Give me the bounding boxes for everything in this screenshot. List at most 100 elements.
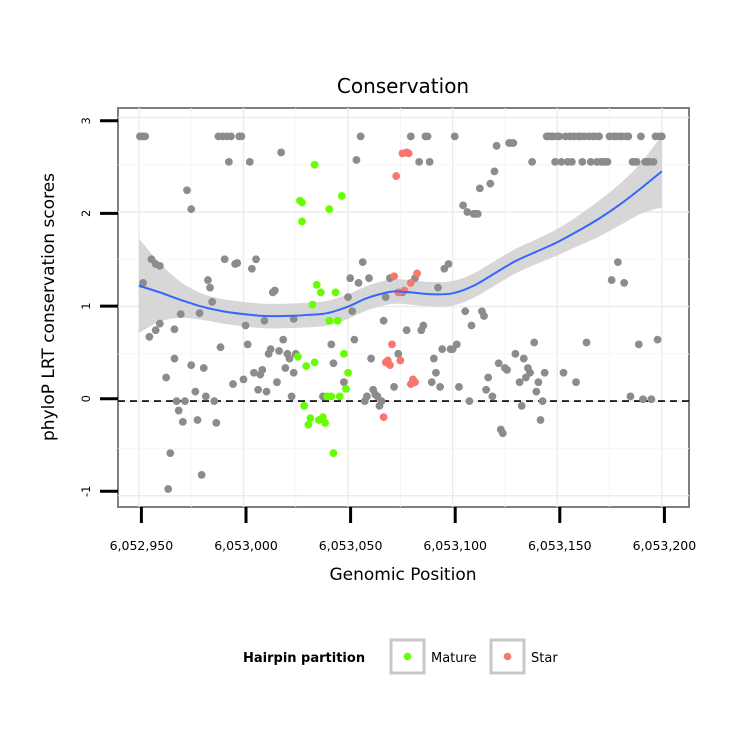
point-other	[624, 132, 633, 141]
x-tick-label: 6,053,150	[528, 538, 592, 553]
point-other	[362, 392, 371, 401]
point-other	[647, 395, 656, 404]
point-star	[400, 286, 409, 295]
y-axis-title: phyloP LRT conservation scores	[39, 173, 59, 441]
point-other	[155, 261, 164, 270]
x-tick-label: 6,053,000	[214, 538, 278, 553]
point-other	[528, 157, 537, 166]
point-other	[275, 347, 283, 355]
point-other	[482, 385, 491, 394]
point-other	[145, 332, 154, 341]
point-other	[181, 397, 189, 406]
point-other	[486, 179, 495, 188]
point-other	[390, 383, 398, 391]
point-other	[204, 276, 212, 284]
point-mature	[308, 300, 317, 309]
point-other	[567, 157, 576, 166]
point-other	[348, 307, 357, 316]
point-other	[632, 157, 641, 166]
point-other	[649, 157, 658, 166]
point-other	[199, 364, 208, 372]
legend-label-star: Star	[531, 651, 558, 666]
y-tick-label: 3	[79, 117, 93, 124]
point-other	[241, 321, 250, 330]
point-mature	[312, 280, 321, 289]
point-other	[538, 397, 547, 406]
point-other	[233, 259, 242, 267]
point-other	[262, 387, 271, 396]
point-other	[492, 141, 501, 150]
point-other	[452, 340, 461, 349]
point-other	[488, 392, 497, 401]
point-mature	[344, 368, 352, 377]
point-other	[526, 368, 534, 377]
point-other	[174, 406, 183, 415]
point-mature	[329, 449, 338, 458]
point-other	[247, 264, 256, 273]
point-other	[195, 309, 204, 318]
x-axis-title: Genomic Position	[329, 565, 476, 585]
point-other	[151, 326, 160, 335]
point-mature	[321, 418, 329, 427]
y-tick-label: 0	[79, 395, 93, 402]
point-other	[636, 132, 645, 141]
y-tick-label: 1	[79, 302, 93, 309]
point-other	[183, 186, 191, 195]
point-other	[220, 255, 229, 264]
point-mature	[300, 401, 309, 410]
point-other	[511, 349, 520, 358]
point-other	[258, 366, 267, 374]
point-other	[176, 310, 185, 319]
point-other	[582, 338, 591, 347]
point-other	[365, 274, 373, 283]
point-other	[519, 354, 528, 363]
point-other	[266, 345, 275, 354]
point-other	[613, 258, 622, 267]
point-other	[279, 335, 288, 344]
point-other	[461, 307, 470, 316]
point-other	[536, 416, 545, 424]
point-other	[270, 286, 279, 295]
point-other	[245, 157, 254, 166]
point-other	[155, 319, 164, 328]
legend-marker-star	[503, 652, 512, 661]
point-other	[277, 148, 286, 157]
point-other	[626, 392, 635, 401]
point-other	[586, 157, 595, 166]
point-other	[141, 132, 150, 141]
y-tick-label: 2	[79, 210, 93, 217]
point-other	[164, 485, 173, 493]
point-other	[455, 383, 463, 391]
y-tick-label: -1	[79, 486, 93, 497]
point-other	[484, 373, 493, 382]
point-other	[273, 378, 281, 387]
point-mature	[298, 198, 306, 207]
point-other	[509, 139, 518, 147]
point-mature	[331, 288, 340, 297]
point-other	[436, 383, 445, 391]
point-other	[639, 395, 647, 404]
x-tick-label: 6,053,100	[423, 538, 487, 553]
point-other	[415, 157, 424, 166]
point-other	[227, 132, 235, 141]
point-other	[287, 392, 296, 401]
point-star	[388, 340, 396, 349]
point-star	[386, 361, 394, 370]
point-other	[170, 354, 179, 363]
point-other	[463, 208, 472, 216]
point-other	[419, 321, 428, 330]
x-tick-label: 6,052,950	[110, 538, 174, 553]
point-other	[243, 340, 252, 349]
point-other	[379, 316, 388, 325]
point-other	[281, 364, 290, 372]
point-other	[498, 429, 507, 438]
legend-label-mature: Mature	[431, 651, 477, 666]
point-other	[216, 343, 225, 352]
point-other	[206, 283, 214, 292]
point-other	[229, 380, 237, 388]
point-other	[530, 338, 539, 347]
legend: Hairpin partition Mature Star	[243, 638, 558, 675]
point-star	[413, 269, 421, 278]
point-other	[572, 378, 580, 387]
